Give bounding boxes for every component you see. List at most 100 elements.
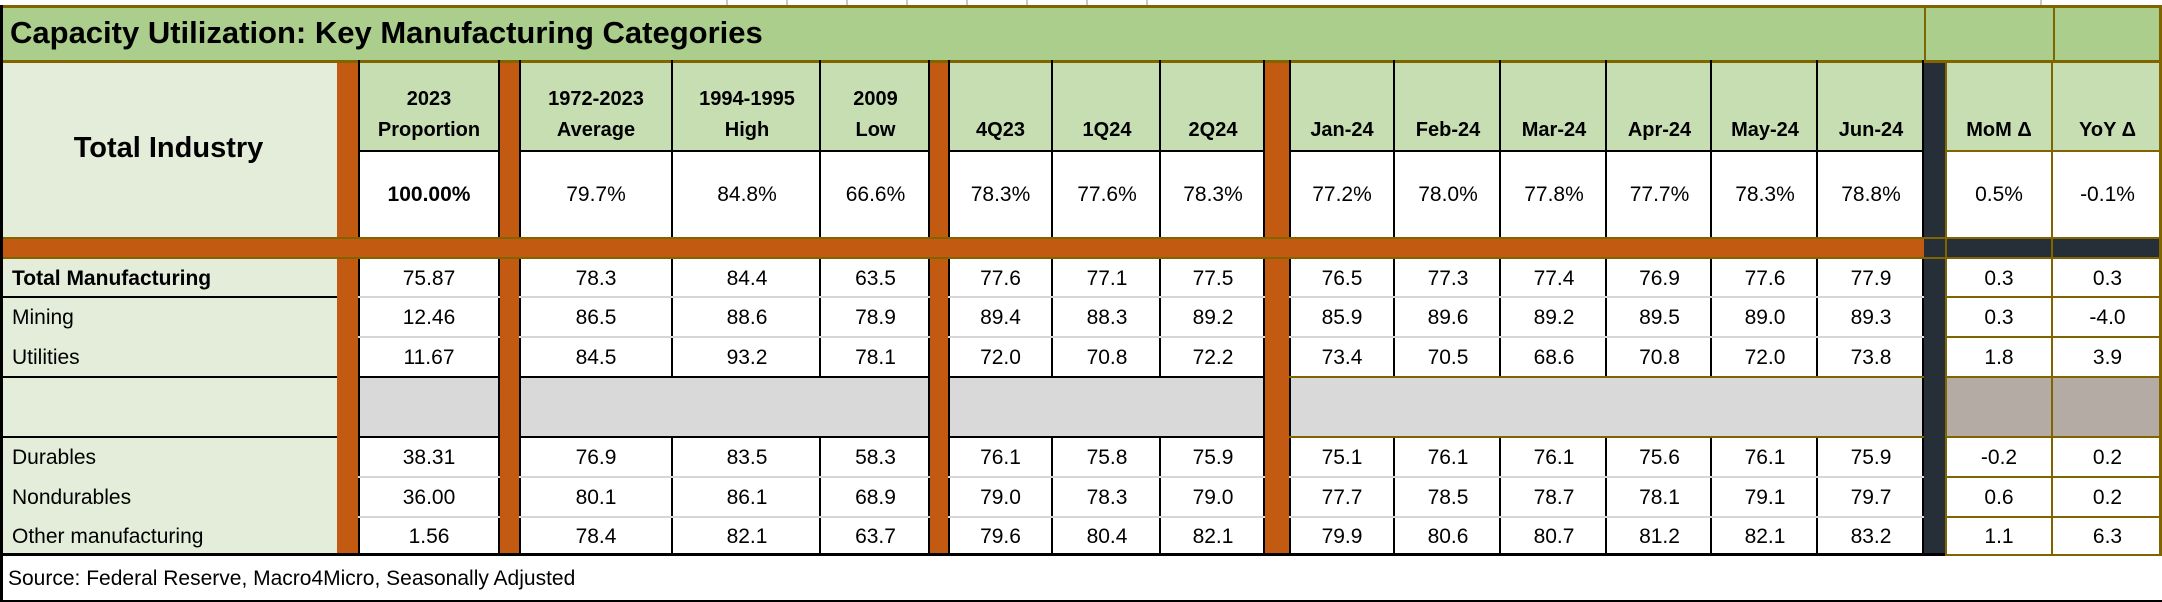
grid-line-black	[358, 150, 500, 152]
grid-line-black	[358, 436, 500, 438]
row-label: Mining	[12, 306, 74, 329]
data-cell: 0.3	[1945, 259, 2053, 298]
grid-line-black	[519, 150, 930, 152]
gridline-tick	[966, 0, 968, 5]
grid-line-black	[671, 60, 673, 237]
data-cell: 82.1	[673, 518, 821, 556]
column-header: 1972-2023 Average	[519, 60, 673, 152]
data-cell: -0.2	[1945, 438, 2053, 478]
data-cell: 89.2	[1501, 298, 1607, 338]
grid-line-gray	[358, 476, 500, 478]
gridline-tick	[1026, 0, 1028, 5]
data-cell: 76.1	[948, 438, 1053, 478]
data-cell: 81.2	[1607, 518, 1712, 556]
grid-line-gray	[358, 336, 500, 338]
grid-line-black	[1816, 438, 1818, 556]
data-cell: 58.3	[821, 438, 930, 478]
grid-line-black	[519, 60, 521, 237]
grid-line-black	[1393, 259, 1395, 378]
grid-line-black	[948, 150, 1265, 152]
data-cell: 78.5	[1395, 478, 1501, 518]
data-cell: 36.00	[358, 478, 500, 518]
data-cell: 84.5	[519, 338, 673, 378]
column-header: MoM Δ	[1945, 60, 2053, 152]
grid-line-gold	[1945, 296, 2162, 298]
grid-line-gold	[1945, 150, 2162, 152]
column-header-line1: 2023	[406, 88, 452, 110]
corner-label-total-industry: Total Industry	[73, 132, 264, 164]
data-cell: 89.2	[1161, 298, 1265, 338]
data-cell: 75.6	[1607, 438, 1712, 478]
separator-band-dark	[2053, 237, 2162, 259]
data-cell: 80.7	[1501, 518, 1607, 556]
grid-line-black	[1710, 438, 1712, 556]
spacer-row-block	[1289, 378, 1924, 438]
grid-line-black	[1051, 438, 1053, 556]
grid-line-black	[1710, 60, 1712, 237]
grid-line-black	[1922, 60, 1924, 237]
data-cell: 86.1	[673, 478, 821, 518]
data-cell: 82.1	[1161, 518, 1265, 556]
grid-line-black	[948, 376, 1265, 378]
title-divider-gold	[2053, 5, 2055, 60]
outer-border-right	[2159, 5, 2162, 556]
data-cell: 11.67	[358, 338, 500, 378]
data-cell: 1.56	[358, 518, 500, 556]
column-header: 2023 Proportion	[358, 60, 500, 152]
dark-separator	[1924, 60, 1945, 556]
grid-line-black	[948, 436, 1265, 438]
grid-line-gold	[1945, 60, 1947, 556]
orange-separator	[1265, 60, 1289, 556]
grid-line-black	[1393, 60, 1395, 237]
total-row-cell: 78.0%	[1395, 152, 1501, 237]
data-cell: 78.3	[519, 259, 673, 298]
column-header: 1994-1995 High	[673, 60, 821, 152]
grid-line-gray	[1289, 336, 1924, 338]
grid-line-gold	[0, 5, 2162, 8]
separator-band-dark	[1945, 237, 2053, 259]
grid-line-black	[1499, 438, 1501, 556]
grid-line-black	[1263, 259, 1265, 556]
data-cell: 88.3	[1053, 298, 1161, 338]
data-cell: 78.3	[1053, 478, 1161, 518]
data-cell: 0.6	[1945, 478, 2053, 518]
gridline-tick	[1086, 0, 1088, 5]
grid-line-gold	[1945, 516, 2162, 518]
data-cell: 79.1	[1712, 478, 1818, 518]
data-cell: 1.8	[1945, 338, 2053, 378]
grid-line-black	[0, 553, 1945, 556]
orange-separator	[930, 60, 948, 556]
grid-line-gray	[1289, 476, 1924, 478]
grid-line-gold	[0, 60, 2162, 63]
data-cell: 83.2	[1818, 518, 1924, 556]
total-row-cell: 77.6%	[1053, 152, 1161, 237]
data-cell: 86.5	[519, 298, 673, 338]
data-cell: 76.1	[1395, 438, 1501, 478]
data-cell: 0.2	[2053, 438, 2162, 478]
total-row-cell: 77.7%	[1607, 152, 1712, 237]
data-cell: 76.1	[1712, 438, 1818, 478]
gridline-tick	[846, 0, 848, 5]
data-cell: 72.0	[948, 338, 1053, 378]
data-cell: 63.5	[821, 259, 930, 298]
grid-line-gray	[519, 296, 930, 298]
grid-line-gray	[519, 476, 930, 478]
data-cell: 12.46	[358, 298, 500, 338]
data-cell: 78.1	[1607, 478, 1712, 518]
data-cell: 79.7	[1818, 478, 1924, 518]
data-cell: 75.9	[1161, 438, 1265, 478]
column-header: 2009 Low	[821, 60, 930, 152]
total-row-cell: 84.8%	[673, 152, 821, 237]
column-header-line2: Low	[855, 119, 896, 141]
column-header-line1: 1972-2023	[548, 88, 644, 110]
total-row-cell: 78.8%	[1818, 152, 1924, 237]
data-cell: 76.9	[519, 438, 673, 478]
grid-line-gray	[1289, 296, 1924, 298]
grid-line-gold	[1289, 376, 1924, 378]
grid-line-black	[948, 259, 950, 556]
grid-line-black	[1605, 438, 1607, 556]
data-cell: -4.0	[2053, 298, 2162, 338]
data-cell: 89.4	[948, 298, 1053, 338]
column-header-line2: Proportion	[377, 119, 481, 141]
total-row-cell: 78.3%	[1161, 152, 1265, 237]
